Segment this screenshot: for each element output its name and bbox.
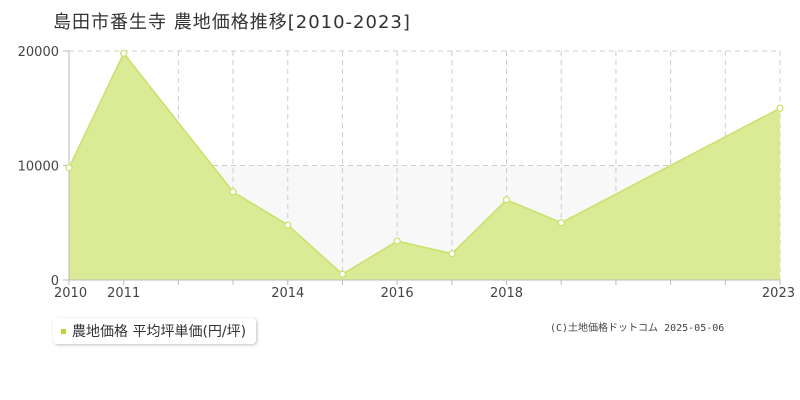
y-tick-label: 10000 [18,160,59,175]
x-tick-label: 2023 [762,286,795,300]
legend: 農地価格 平均坪単価(円/坪) [53,318,257,344]
data-point [502,196,511,204]
data-point [65,164,73,172]
x-tick-label: 2010 [54,286,87,300]
data-point [393,237,401,245]
area-fill [69,53,780,280]
y-tick-label: 20000 [18,45,59,60]
data-area [68,51,781,280]
x-tick-label: 2016 [381,286,414,300]
data-point [229,188,237,196]
y-tick-label: 0 [51,274,59,289]
data-point [776,104,784,112]
area-chart: 0 10000 20000 2010 2011 2014 2016 2018 2023 [18,45,795,300]
series-line [68,51,781,276]
legend-label: 農地価格 平均坪単価(円/坪) [72,324,247,340]
data-points [65,49,784,278]
data-point [284,221,292,229]
chart-title: 島田市番生寺 農地価格推移[2010-2023] [53,12,411,33]
x-tick-label: 2011 [107,286,140,300]
tick-labels: 0 10000 20000 2010 2011 2014 2016 2018 2023 [18,45,795,300]
x-tick-label: 2018 [490,286,523,300]
data-point [557,219,565,227]
data-point [448,250,456,258]
copyright-text: (C)土地価格ドットコム 2025-05-06 [550,323,725,334]
legend-marker [61,328,66,334]
x-tick-label: 2014 [271,286,304,300]
data-point [120,49,128,57]
data-point [338,270,347,278]
